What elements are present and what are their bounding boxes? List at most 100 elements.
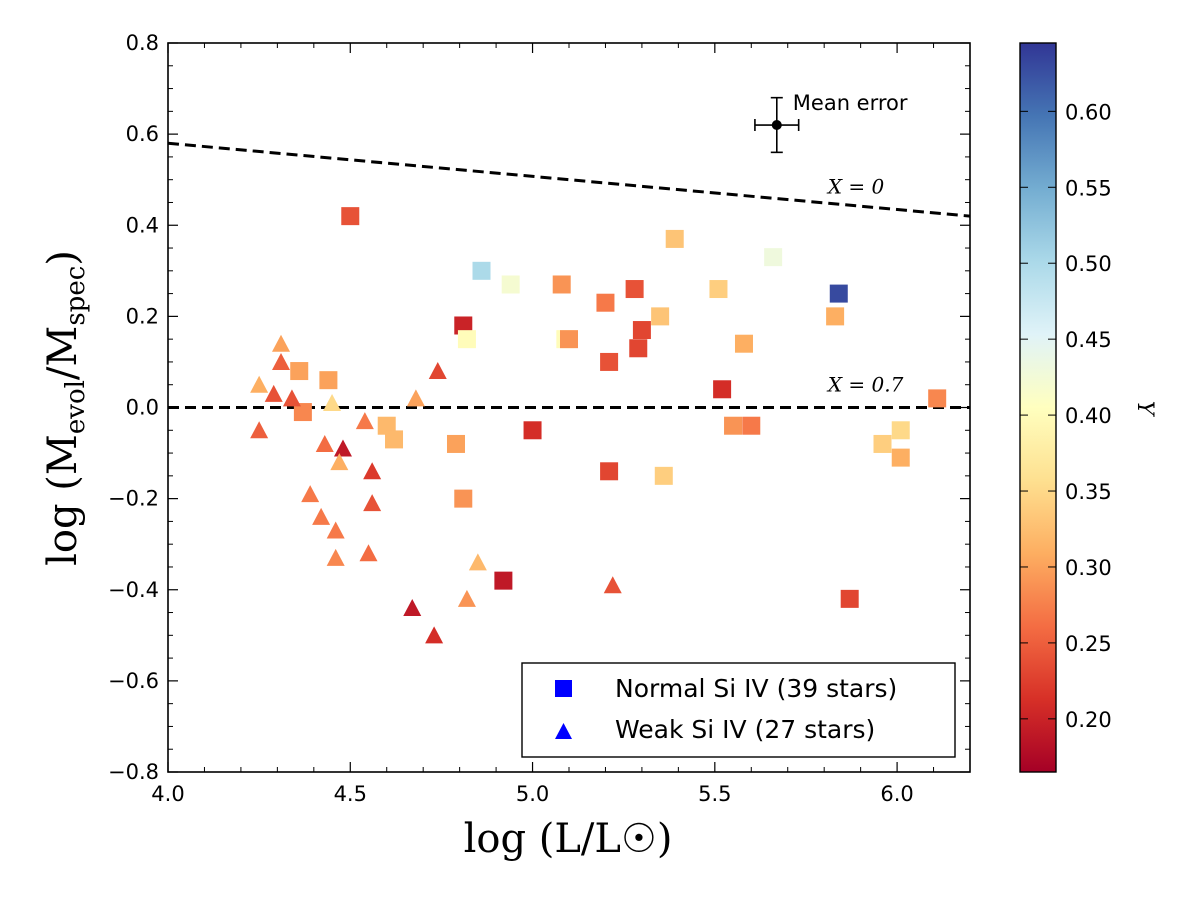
y-tick-label: −0.2: [108, 487, 159, 511]
square-point: [625, 280, 644, 299]
square-point: [600, 462, 619, 481]
colorbar: 0.20 0.25 0.30 0.35 0.40 0.45 0.50 0.55 0.60 Y: [1019, 42, 1157, 773]
line-label: X = 0.7: [826, 373, 904, 397]
square-point: [891, 421, 910, 440]
square-point: [891, 448, 910, 467]
square-point: [764, 248, 783, 267]
triangle-point: [326, 548, 345, 566]
y-tick-label: 0.4: [126, 213, 159, 237]
square-point: [654, 466, 673, 485]
mean-error-point: [771, 120, 782, 131]
triangle-point: [250, 375, 269, 393]
square-point: [734, 334, 753, 353]
square-point: [632, 321, 651, 340]
colorbar-tick-label: 0.60: [1065, 100, 1112, 124]
triangle-point: [326, 521, 345, 539]
triangle-point: [425, 626, 444, 644]
legend-label-weak: Weak Si IV (27 stars): [615, 715, 875, 744]
square-point: [494, 571, 513, 590]
square-point: [290, 362, 309, 381]
x-tick-label: 5.0: [516, 782, 549, 806]
triangle-point: [272, 334, 291, 352]
triangle-point: [272, 352, 291, 370]
square-point: [319, 371, 338, 390]
square-point: [377, 416, 396, 435]
triangle-point: [323, 393, 342, 411]
triangle-point: [603, 576, 622, 594]
square-point: [651, 307, 670, 326]
square-point: [665, 229, 684, 248]
square-point: [840, 589, 859, 608]
y-axis-label: log (Mevol/Mspec): [40, 250, 91, 566]
x-tick-label: 6.0: [880, 782, 913, 806]
reference-line: [168, 141, 970, 218]
y-tick-label: −0.4: [108, 578, 159, 602]
triangle-point: [282, 389, 301, 407]
square-point: [341, 207, 360, 226]
triangle-point: [312, 507, 331, 525]
colorbar-tick-label: 0.40: [1065, 404, 1112, 428]
plot-frame: [167, 42, 971, 773]
y-tick-label: 0.6: [126, 122, 159, 146]
square-point: [293, 403, 312, 422]
x-tick-label: 5.5: [698, 782, 731, 806]
square-point: [873, 434, 892, 453]
square-point: [724, 416, 743, 435]
triangle-point: [403, 598, 422, 616]
square-point: [742, 416, 761, 435]
square-point: [446, 434, 465, 453]
triangle-point: [363, 494, 382, 512]
reference-lines: [168, 141, 970, 409]
triangle-point: [333, 439, 352, 457]
colorbar-tick-label: 0.20: [1065, 708, 1112, 732]
square-point: [457, 330, 476, 349]
triangle-point: [457, 589, 476, 607]
square-point: [501, 275, 520, 294]
triangle-point: [315, 434, 334, 452]
x-axis-label: log (L/L☉): [464, 816, 673, 862]
axis-ticks: 4.0 4.5 5.0 5.5 6.0 −0.8 −0.6 −0.4 −0.2 0.0 0.2 0.4…: [108, 31, 971, 806]
data-points: [250, 207, 947, 644]
triangle-point: [406, 389, 425, 407]
square-point: [523, 421, 542, 440]
y-tick-label: −0.8: [108, 760, 159, 784]
colorbar-tick-label: 0.50: [1065, 252, 1112, 276]
legend-triangle-marker: [555, 723, 572, 739]
y-tick-label: 0.2: [126, 304, 159, 328]
line-label: X = 0: [826, 174, 885, 198]
colorbar-tick-label: 0.35: [1065, 480, 1112, 504]
square-point: [596, 293, 615, 312]
square-point: [600, 352, 619, 371]
triangle-point: [250, 421, 269, 439]
legend-label-normal: Normal Si IV (39 stars): [615, 674, 897, 703]
triangle-point: [301, 485, 320, 503]
square-point: [829, 284, 848, 303]
colorbar-tick-label: 0.25: [1065, 632, 1112, 656]
triangle-point: [363, 462, 382, 480]
annotations: X = 0 X = 0.7 Mean error: [754, 91, 908, 397]
square-point: [472, 261, 491, 280]
triangle-point: [330, 453, 349, 471]
square-point: [629, 339, 648, 358]
y-tick-label: 0.8: [126, 31, 159, 55]
colorbar-tick-label: 0.45: [1065, 328, 1112, 352]
square-point: [709, 280, 728, 299]
legend: Normal Si IV (39 stars) Weak Si IV (27 s…: [521, 662, 956, 758]
triangle-point: [355, 412, 374, 430]
colorbar-tick-label: 0.30: [1065, 556, 1112, 580]
square-point: [826, 307, 845, 326]
mean-error-label: Mean error: [793, 91, 908, 115]
square-point: [713, 380, 732, 399]
triangle-point: [428, 362, 447, 380]
colorbar-gradient: [1019, 42, 1057, 773]
colorbar-tick-label: 0.55: [1065, 176, 1112, 200]
y-tick-label: 0.0: [126, 396, 159, 420]
legend-box: [521, 662, 956, 758]
square-point: [454, 316, 473, 335]
triangle-point: [359, 544, 378, 562]
square-point: [552, 275, 571, 294]
y-tick-label: −0.6: [108, 669, 159, 693]
x-tick-label: 4.5: [334, 782, 367, 806]
square-point: [385, 430, 404, 449]
